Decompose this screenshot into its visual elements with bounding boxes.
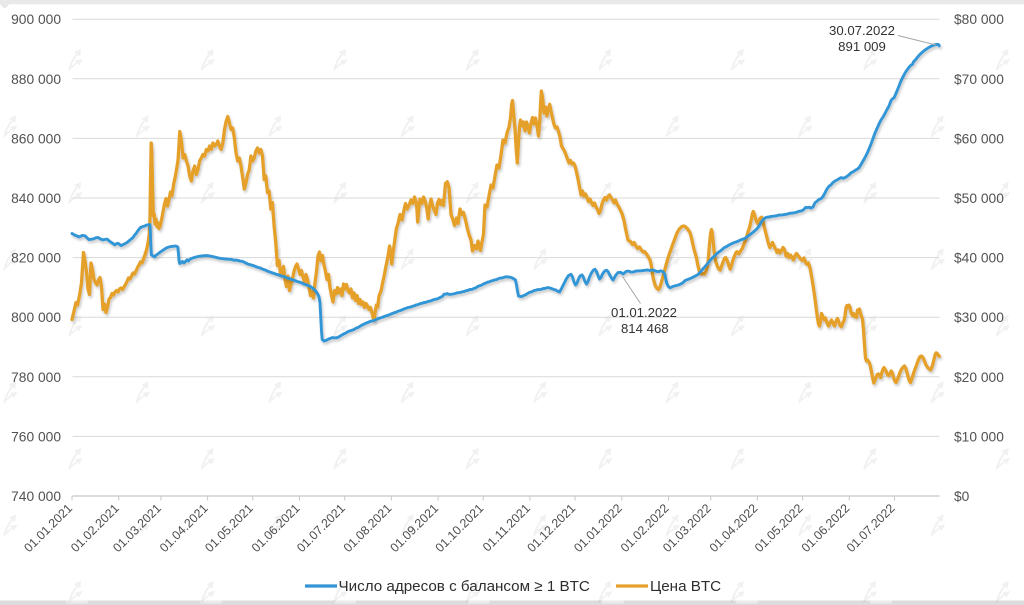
svg-text:$70 000: $70 000 (954, 72, 1004, 87)
svg-text:$30 000: $30 000 (954, 310, 1004, 325)
svg-text:740 000: 740 000 (11, 489, 61, 504)
svg-text:900 000: 900 000 (11, 12, 61, 27)
svg-text:$80 000: $80 000 (954, 12, 1004, 27)
svg-text:$20 000: $20 000 (954, 370, 1004, 385)
svg-text:Число адресов с балансом ≥ 1 B: Число адресов с балансом ≥ 1 BTC (339, 578, 590, 595)
svg-text:Цена BTC: Цена BTC (650, 578, 721, 595)
svg-text:891 009: 891 009 (838, 39, 886, 54)
svg-text:$60 000: $60 000 (954, 131, 1004, 146)
svg-text:800 000: 800 000 (11, 310, 61, 325)
svg-text:860 000: 860 000 (11, 131, 61, 146)
svg-text:880 000: 880 000 (11, 72, 61, 87)
svg-text:814 468: 814 468 (621, 321, 669, 336)
svg-text:30.07.2022: 30.07.2022 (829, 23, 895, 38)
svg-text:820 000: 820 000 (11, 251, 61, 266)
svg-text:760 000: 760 000 (11, 429, 61, 444)
svg-text:$40 000: $40 000 (954, 251, 1004, 266)
svg-text:01.01.2022: 01.01.2022 (611, 305, 677, 320)
svg-text:$0: $0 (954, 489, 970, 504)
svg-text:$10 000: $10 000 (954, 429, 1004, 444)
svg-text:840 000: 840 000 (11, 191, 61, 206)
svg-text:780 000: 780 000 (11, 370, 61, 385)
svg-text:$50 000: $50 000 (954, 191, 1004, 206)
